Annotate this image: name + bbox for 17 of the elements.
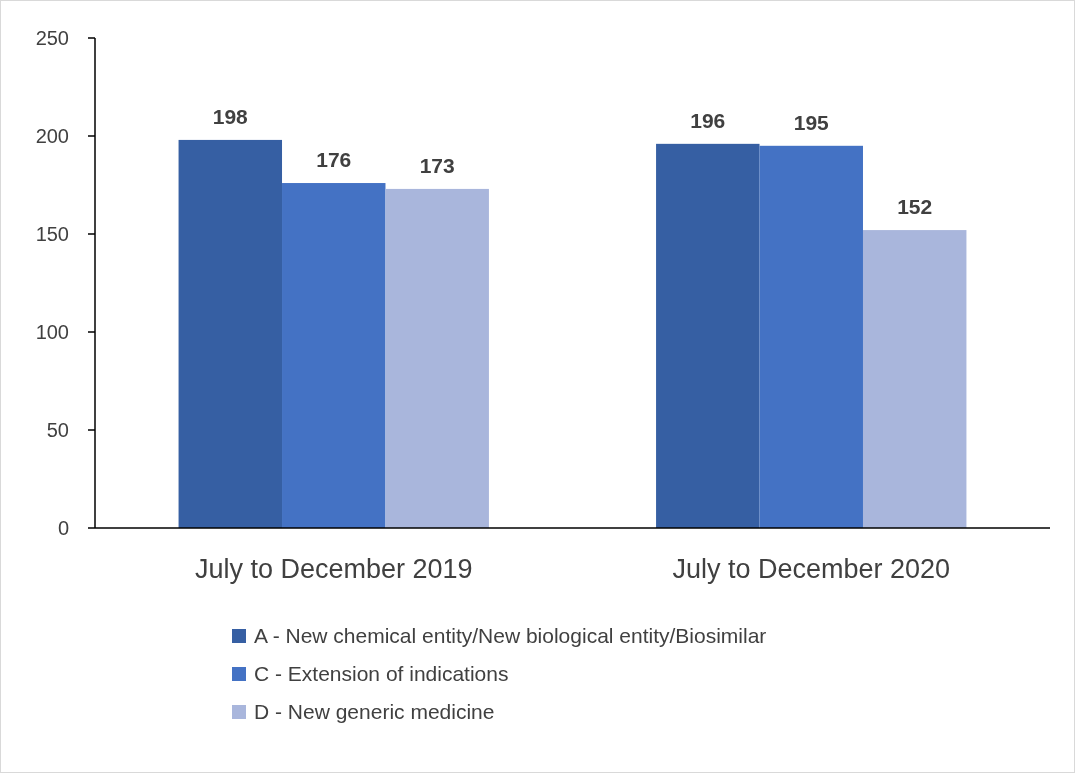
x-tick-label: July to December 2019 <box>194 554 473 584</box>
legend-label: D - New generic medicine <box>254 700 495 724</box>
y-tick-label: 0 <box>57 517 69 539</box>
data-label: 198 <box>212 104 249 128</box>
y-tick-label: 200 <box>35 125 69 147</box>
x-tick-label: July to December 2020 <box>672 554 951 584</box>
data-label: 152 <box>897 195 933 219</box>
data-label: 176 <box>316 148 352 172</box>
data-label: 196 <box>690 108 726 132</box>
y-tick-label: 50 <box>46 419 69 441</box>
legend-label: A - New chemical entity/New biological entity/Biosimilar <box>254 624 767 648</box>
data-label: 173 <box>419 153 455 177</box>
legend-label: C - Extension of indications <box>254 662 509 686</box>
y-tick-label: 100 <box>35 321 69 343</box>
data-label: 195 <box>793 110 830 134</box>
y-tick-label: 150 <box>35 223 69 245</box>
y-tick-label: 250 <box>35 27 69 49</box>
